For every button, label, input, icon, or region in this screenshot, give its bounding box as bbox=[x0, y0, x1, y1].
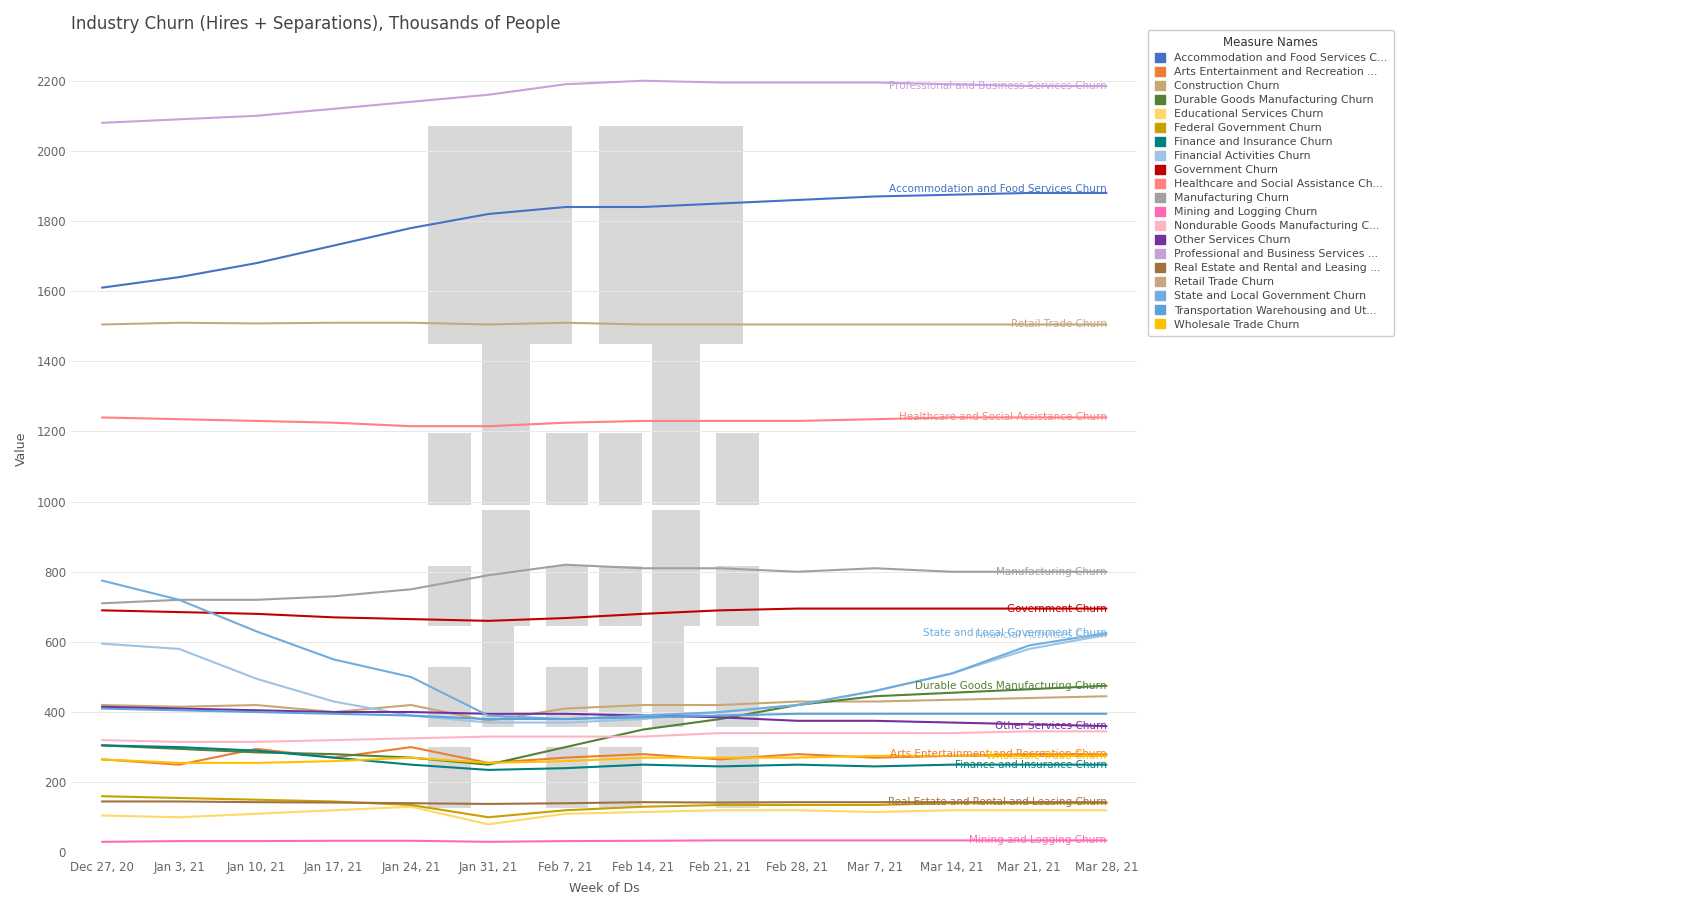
Text: Accommodation and Food Services Churn: Accommodation and Food Services Churn bbox=[888, 185, 1106, 195]
Text: Manufacturing Churn: Manufacturing Churn bbox=[995, 567, 1106, 577]
Text: Real Estate and Rental and Leasing Churn: Real Estate and Rental and Leasing Churn bbox=[887, 797, 1106, 807]
Text: Retail Trade Churn: Retail Trade Churn bbox=[1010, 319, 1106, 329]
Text: Professional and Business Services Churn: Professional and Business Services Churn bbox=[888, 81, 1106, 91]
Bar bbox=[716, 566, 758, 626]
Bar bbox=[598, 126, 743, 344]
Bar bbox=[716, 433, 758, 505]
Bar bbox=[546, 433, 588, 505]
Bar bbox=[598, 566, 642, 626]
Bar bbox=[652, 510, 699, 626]
Text: Government Churn: Government Churn bbox=[1007, 603, 1106, 613]
Bar bbox=[427, 433, 471, 505]
Bar bbox=[427, 566, 471, 626]
Text: Durable Goods Manufacturing Churn: Durable Goods Manufacturing Churn bbox=[915, 681, 1106, 691]
Text: Healthcare and Social Assistance Churn: Healthcare and Social Assistance Churn bbox=[899, 412, 1106, 422]
Bar bbox=[481, 344, 529, 505]
Text: Mining and Logging Churn: Mining and Logging Churn bbox=[969, 835, 1106, 845]
Bar bbox=[652, 344, 699, 505]
Bar bbox=[427, 126, 573, 344]
Bar bbox=[546, 667, 588, 727]
Bar bbox=[481, 510, 529, 626]
Bar bbox=[598, 433, 642, 505]
Text: State and Local Government Churn: State and Local Government Churn bbox=[922, 628, 1106, 638]
Bar bbox=[427, 667, 471, 727]
Bar bbox=[546, 747, 588, 808]
Text: Financial Activities Churn: Financial Activities Churn bbox=[975, 630, 1106, 640]
Bar bbox=[598, 747, 642, 808]
Text: Wholesale Trade Churn: Wholesale Trade Churn bbox=[986, 751, 1106, 761]
Bar bbox=[652, 626, 684, 727]
Text: Finance and Insurance Churn: Finance and Insurance Churn bbox=[954, 760, 1106, 770]
Bar bbox=[598, 667, 642, 727]
Bar bbox=[716, 667, 758, 727]
Bar bbox=[481, 626, 513, 727]
Bar bbox=[546, 566, 588, 626]
X-axis label: Week of Ds: Week of Ds bbox=[569, 882, 638, 895]
Text: Industry Churn (Hires + Separations), Thousands of People: Industry Churn (Hires + Separations), Th… bbox=[71, 15, 561, 33]
Y-axis label: Value: Value bbox=[15, 432, 29, 466]
Bar bbox=[716, 747, 758, 808]
Text: Other Services Churn: Other Services Churn bbox=[995, 721, 1106, 731]
Text: Arts Entertainment and Recreation Churn: Arts Entertainment and Recreation Churn bbox=[890, 749, 1106, 759]
Legend: Accommodation and Food Services C..., Arts Entertainment and Recreation ..., Con: Accommodation and Food Services C..., Ar… bbox=[1147, 29, 1393, 336]
Bar bbox=[427, 747, 471, 808]
